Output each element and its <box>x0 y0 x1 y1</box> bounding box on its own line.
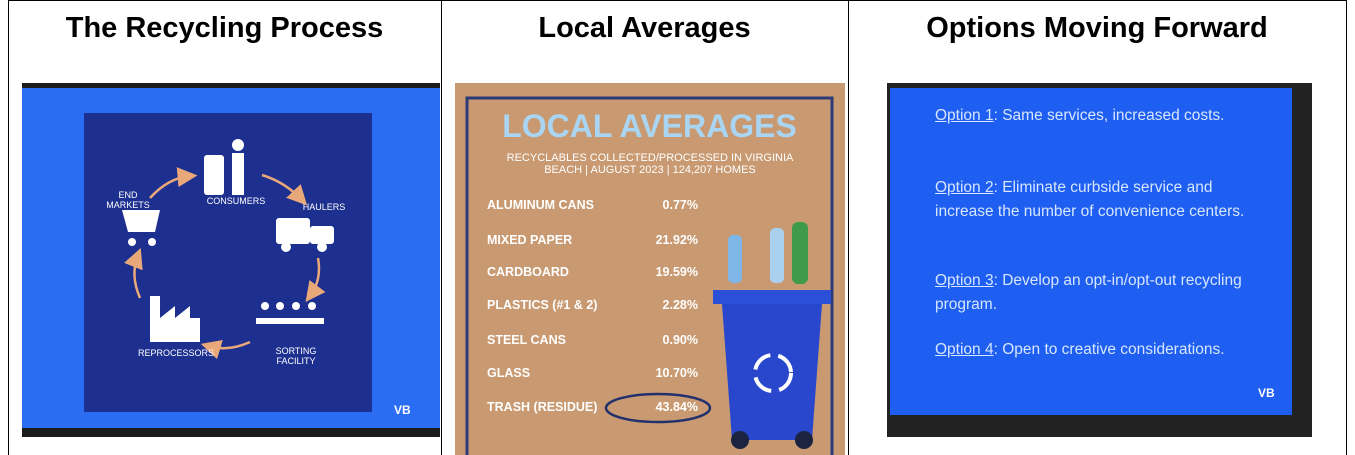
logo: VB <box>1258 386 1275 400</box>
logo: VB <box>394 403 411 417</box>
option: Option 2: Eliminate curbside service and… <box>935 176 1265 224</box>
slide-title: LOCAL AVERAGES <box>467 108 832 145</box>
row-label: CARDBOARD <box>487 265 569 279</box>
option: Option 3: Develop an opt-in/opt-out recy… <box>935 269 1265 317</box>
row-value: 2.28% <box>600 298 698 312</box>
layout <box>0 0 1355 455</box>
row-label: GLASS <box>487 366 530 380</box>
process-label: HAULERS <box>294 202 354 212</box>
row-value: 21.92% <box>600 233 698 247</box>
row-value: 0.77% <box>600 198 698 212</box>
row-label: MIXED PAPER <box>487 233 572 247</box>
row-label: STEEL CANS <box>487 333 566 347</box>
slide-subtitle: RECYCLABLES COLLECTED/PROCESSED IN VIRGI… <box>500 152 800 176</box>
column-header: The Recycling Process <box>8 12 441 45</box>
row-value: 10.70% <box>600 366 698 380</box>
option-label: Option 4 <box>935 341 994 358</box>
page: The Recycling Process Local Averages Opt… <box>0 0 1355 455</box>
option-label: Option 3 <box>935 272 994 289</box>
column-header: Options Moving Forward <box>848 12 1346 45</box>
option-text: : Open to creative considerations. <box>994 341 1225 358</box>
row-value: 19.59% <box>600 265 698 279</box>
column-header: Local Averages <box>441 12 848 45</box>
row-value: 0.90% <box>600 333 698 347</box>
process-label: SORTING FACILITY <box>270 346 322 366</box>
row-label: PLASTICS (#1 & 2) <box>487 298 597 312</box>
row-label: TRASH (RESIDUE) <box>487 400 597 414</box>
option-label: Option 1 <box>935 107 994 124</box>
row-label: ALUMINUM CANS <box>487 198 594 212</box>
process-label: END MARKETS <box>104 190 152 210</box>
process-label: REPROCESSORS <box>128 348 224 358</box>
option: Option 1: Same services, increased costs… <box>935 104 1265 128</box>
process-label: CONSUMERS <box>196 196 276 206</box>
row-value: 43.84% <box>600 400 698 414</box>
option: Option 4: Open to creative consideration… <box>935 338 1265 362</box>
option-label: Option 2 <box>935 179 994 196</box>
option-text: : Same services, increased costs. <box>994 107 1225 124</box>
